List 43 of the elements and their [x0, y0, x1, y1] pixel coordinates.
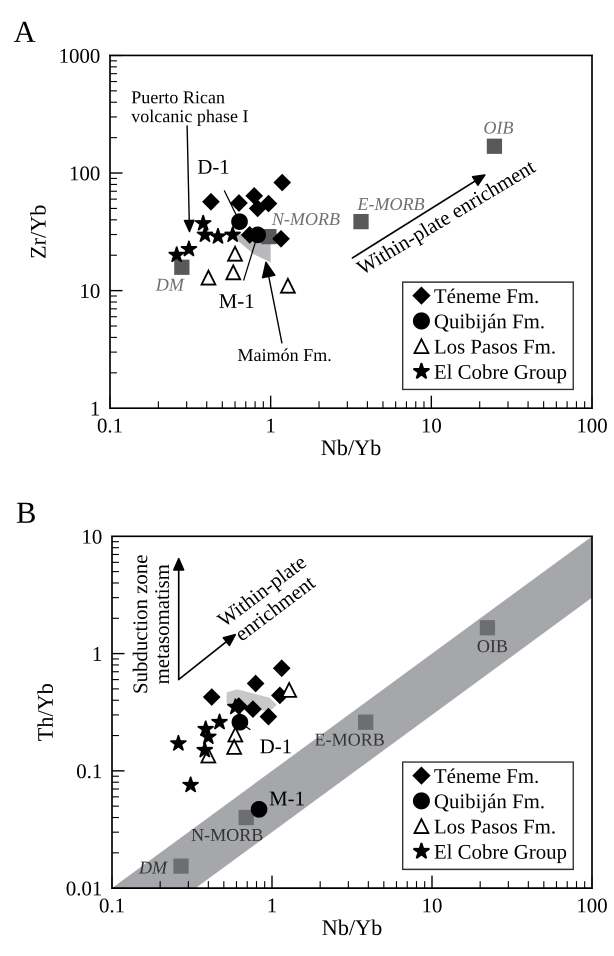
- annotation: Maimón Fm.: [238, 348, 331, 362]
- y-tick-label: 0.01: [66, 882, 102, 896]
- annotation: Subduction zone metasomatism: [132, 555, 170, 693]
- y-tick-label: 1000: [60, 48, 100, 63]
- chart-title: B: [16, 502, 35, 523]
- annotation: Puerto Rican volcanic phase I: [131, 91, 248, 126]
- y-tick-label: 1: [94, 647, 102, 661]
- legend-label: Quibiján Fm.: [434, 314, 544, 333]
- annotation: M-1: [270, 792, 304, 806]
- x-tick-label: 10: [423, 898, 442, 913]
- x-tick-label: 10: [422, 418, 441, 433]
- y-tick-label: 100: [70, 166, 100, 180]
- annotation: N-MORB: [192, 828, 262, 842]
- y-tick-label: 0.1: [77, 764, 102, 778]
- annotation: N-MORB: [272, 212, 340, 226]
- x-tick-label: 1: [268, 898, 276, 912]
- annotation: DM: [156, 278, 185, 291]
- y-axis-title: Zr/Yb: [30, 206, 46, 258]
- x-tick-label: 100: [578, 418, 607, 433]
- x-axis-title: Nb/Yb: [322, 920, 382, 936]
- legend-label: Quibiján Fm.: [434, 794, 544, 813]
- annotation: E-MORB: [357, 198, 424, 210]
- annotation: DM: [138, 862, 168, 874]
- annotation: OIB: [484, 122, 514, 134]
- annotation: D-1: [260, 739, 291, 754]
- legend-label: Los Pasos Fm.: [434, 340, 555, 354]
- y-tick-label: 10: [81, 284, 100, 298]
- chart-title: A: [14, 22, 36, 42]
- annotation: D-1: [198, 160, 228, 174]
- annotation: M-1: [219, 294, 254, 308]
- legend-label: Téneme Fm.: [434, 768, 538, 784]
- legend-label: Téneme Fm.: [434, 288, 538, 304]
- x-tick-label: 100: [578, 898, 607, 913]
- legend-label: Los Pasos Fm.: [434, 820, 555, 834]
- y-tick-label: 1: [92, 402, 100, 416]
- x-tick-label: 1: [267, 418, 275, 432]
- annotation: E-MORB: [315, 734, 384, 746]
- annotation: OIB: [478, 640, 508, 652]
- y-tick-label: 10: [83, 530, 102, 544]
- legend-label: El Cobre Group: [434, 844, 566, 864]
- y-axis-title: Th/Yb: [37, 684, 53, 741]
- x-axis-title: Nb/Yb: [321, 440, 380, 456]
- legend-label: El Cobre Group: [434, 364, 566, 384]
